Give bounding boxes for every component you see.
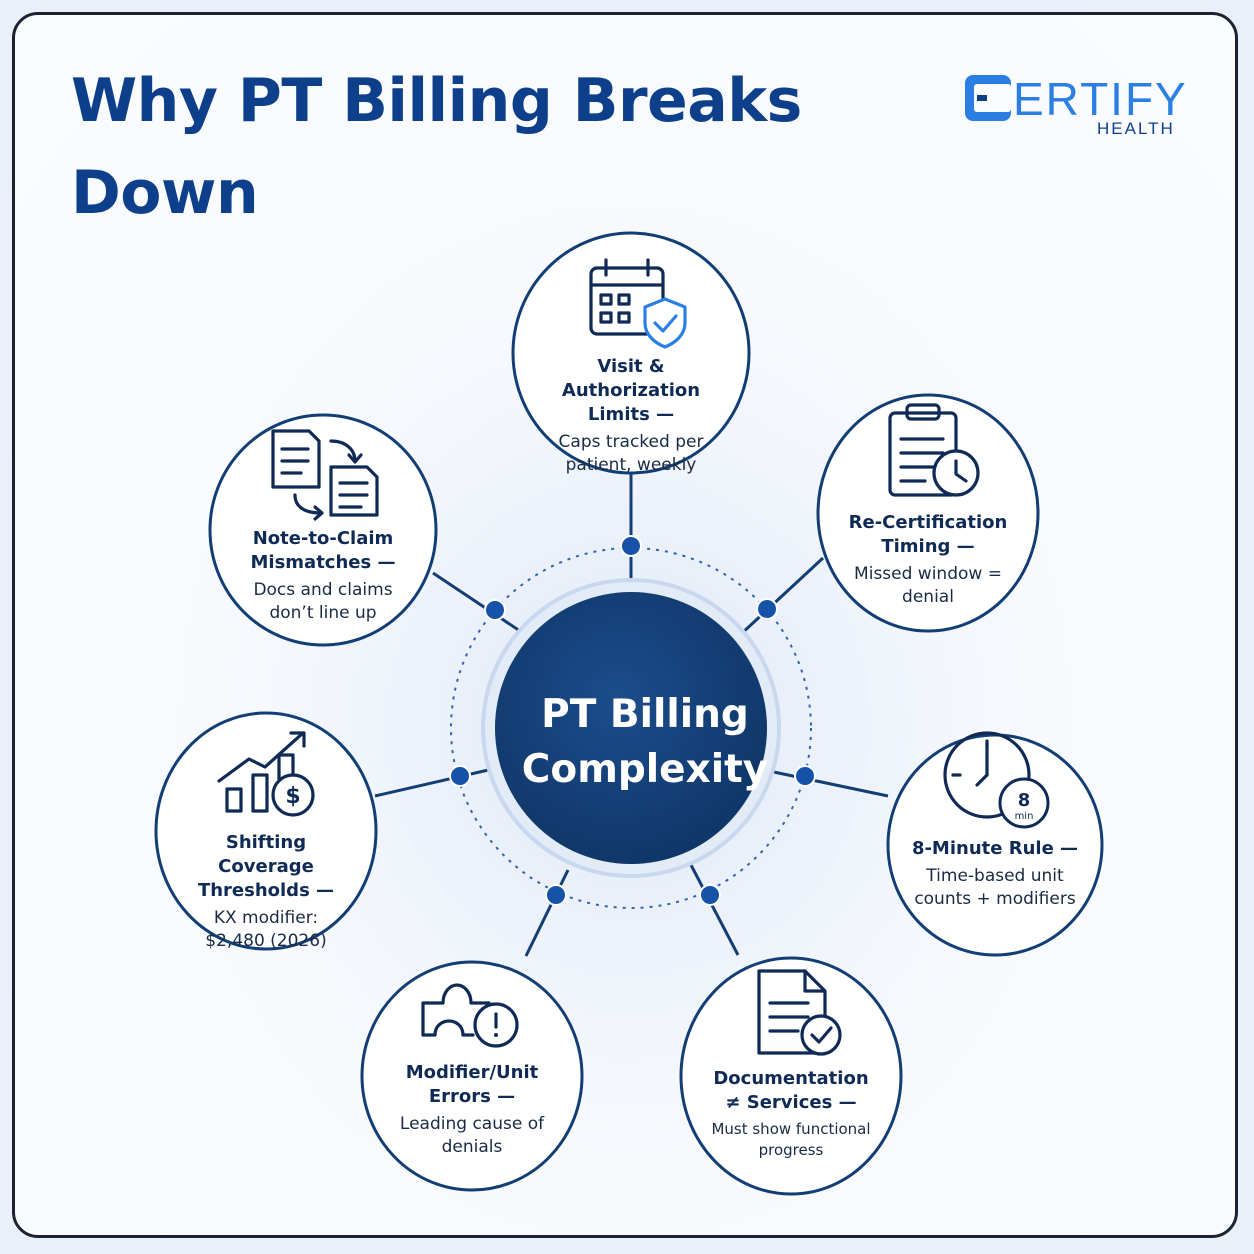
node-title: Shifting Coverage Thresholds — [197,832,335,901]
node-8-minute-rule: 8-Minute Rule — Time-based unit counts +… [907,837,1083,911]
node-note-to-claim: Note-to-Claim Mismatches — Docs and clai… [244,527,402,625]
node-description: KX modifier: $2,480 (2026) [205,908,327,951]
node-coverage-thresholds: Shifting Coverage Thresholds — KX modifi… [182,831,350,953]
timer-badge-value: 8 [1018,790,1031,811]
logo-c-mark-icon [965,75,1011,121]
connector-modifier-errors [524,869,570,957]
node-description: Docs and claims don’t line up [253,580,393,623]
connector-coverage-thresholds [374,766,498,798]
hub-label-line2: Complexity [521,747,769,792]
node-description: Must show functional progress [711,1120,871,1159]
node-title: Visit & Authorization Limits — [561,356,701,425]
node-description: Time-based unit counts + modifiers [914,866,1076,909]
dot-modifier-errors [545,884,567,906]
node-title: Modifier/Unit Errors — [405,1062,539,1107]
node-title: 8-Minute Rule — [911,838,1079,859]
puzzle-alert-icon [421,983,519,1048]
certify-health-logo: ERTIFY HEALTH [965,71,1200,141]
infographic-card: Why PT Billing Breaks Down ERTIFY HEALTH [12,12,1238,1238]
dot-note-to-claim [484,599,506,621]
node-circle-note-to-claim [208,413,438,647]
dot-8-minute-rule [794,765,816,787]
node-documentation: Documentation ≠ Services — Must show fun… [703,1067,879,1161]
hub-circle [495,592,767,864]
node-circle-coverage-thresholds [154,711,378,951]
clipboard-clock-icon [888,403,980,497]
hub-label-line1: PT Billing [541,692,749,737]
node-circles [154,231,1104,1196]
connector-documentation [689,864,740,956]
node-description: Leading cause of denials [399,1114,545,1157]
calendar-shield-icon [589,258,687,349]
timer-badge-unit: min [1015,811,1034,822]
dot-recertification [756,598,778,620]
connector-dots [449,535,816,906]
hub-label: PT Billing Complexity [505,687,785,797]
hub-diagram: 8 min $ [154,231,1104,1196]
node-modifier-errors: Modifier/Unit Errors — Leading cause of … [394,1061,550,1159]
logo-wordmark: ERTIFY [1013,73,1188,125]
node-description: Caps tracked per patient, weekly [558,432,704,475]
timer-8-min-icon: 8 min [943,731,1050,829]
document-check-icon [757,969,842,1056]
node-circle-documentation [679,956,903,1196]
node-circle-modifier-errors [360,960,584,1192]
svg-text:$: $ [285,784,300,809]
node-title: Documentation ≠ Services — [713,1068,869,1113]
node-title: Note-to-Claim Mismatches — [250,528,396,573]
node-visit-limits: Visit & Authorization Limits — Caps trac… [531,355,731,477]
dot-documentation [699,884,721,906]
logo-subtitle: HEALTH [1097,119,1175,138]
node-circle-recertification [816,393,1040,633]
node-description: Missed window = denial [854,564,1002,607]
connector-recertification [738,556,825,637]
node-title: Re-Certification Timing — [848,512,1008,557]
dot-coverage-thresholds [449,765,471,787]
node-circle-visit-limits [511,231,751,475]
page-title: Why PT Billing Breaks Down [71,66,802,228]
connector-8-minute-rule [768,769,889,798]
dot-visit-limits [620,535,642,557]
node-recertification: Re-Certification Timing — Missed window … [848,511,1008,609]
chart-dollar-icon: $ [217,731,315,817]
docs-exchange-icon [271,429,379,521]
connector-note-to-claim [432,571,527,637]
connector-lines [374,473,889,957]
